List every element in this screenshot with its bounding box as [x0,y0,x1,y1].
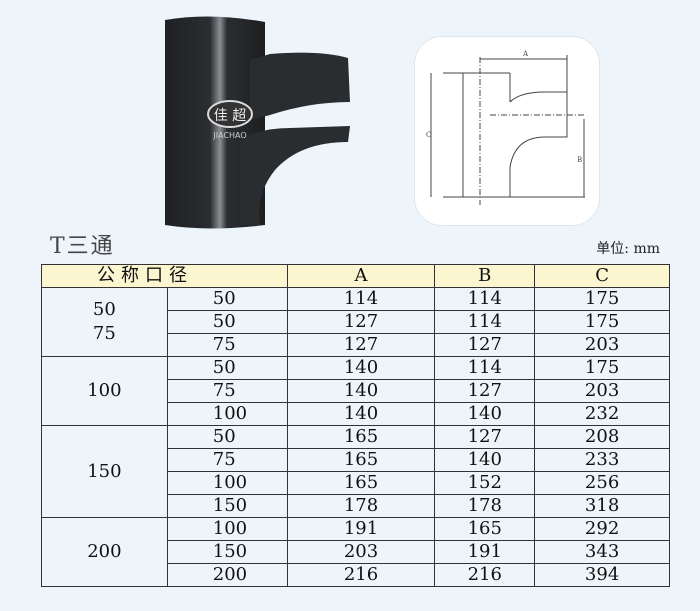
dim-b-cell: 127 [434,379,536,403]
dim-label-c: C [426,131,431,139]
table-row: 100 50 140 114 175 [41,356,670,426]
dim-c-cell: 233 [534,448,670,472]
dim-a-cell: 165 [286,425,436,449]
dim-b-cell: 127 [434,425,536,449]
dim-label-a: A [522,50,529,58]
dim-b-cell: 140 [434,402,536,426]
dim-a-cell: 127 [286,310,436,334]
dim-b-cell: 152 [434,471,536,495]
dim-c-cell: 256 [534,471,670,495]
branch-size-cell: 150 [166,540,288,564]
dim-a-cell: 140 [286,356,436,380]
branch-size-cell: 75 [166,448,288,472]
header-c: C [534,264,670,288]
logo-text: 佳 超 [214,108,246,124]
dim-a-cell: 191 [286,517,436,541]
dim-a-cell: 203 [286,540,436,564]
header-b: B [434,264,536,288]
header-a: A [286,264,436,288]
dim-label-b: B [577,156,582,164]
table-row: 75 140 127 203 [42,379,670,403]
dim-b-cell: 216 [434,563,536,587]
dimension-table: 公称口径 A B C 50 75 50 114 114 175 50 127 114 175 75 1… [41,264,670,587]
dimension-diagram: A C B [414,36,600,226]
dim-b-cell: 114 [434,356,536,380]
branch-size-cell: 75 [166,379,288,403]
page-title: T三通 [50,234,115,259]
dim-a-cell: 165 [286,448,436,472]
dim-b-cell: 114 [434,287,536,311]
dim-a-cell: 127 [286,333,436,357]
dim-b-cell: 165 [434,517,536,541]
dim-c-cell: 203 [534,379,670,403]
table-row: 200 100 191 165 292 [41,517,670,587]
dim-b-cell: 191 [434,540,536,564]
dim-b-cell: 140 [434,448,536,472]
table-row: 100 165 152 256 [42,471,670,495]
unit-label: 单位: mm [596,241,660,257]
dim-b-cell: 178 [434,494,536,518]
dim-c-cell: 292 [534,517,670,541]
dim-a-cell: 165 [286,471,436,495]
dim-c-cell: 343 [534,540,670,564]
nominal-size: 150 [87,460,122,482]
dim-c-cell: 394 [534,563,670,587]
dim-a-cell: 114 [286,287,436,311]
table-row: 75 165 140 233 [42,448,670,472]
table-row: 150 178 178 318 [42,494,670,518]
table-row: 50 75 50 114 114 175 [41,287,670,357]
table-row: 200 216 216 394 [42,563,670,587]
branch-size-cell: 100 [166,471,288,495]
branch-size-cell: 100 [166,402,288,426]
branch-size-cell: 75 [166,333,288,357]
branch-size-cell: 50 [166,356,288,380]
table-header-row: 公称口径 A B C [41,264,670,288]
dim-c-cell: 232 [534,402,670,426]
branch-size-cell: 100 [166,517,288,541]
header-nominal-size: 公称口径 [41,264,288,288]
branch-size-cell: 150 [166,494,288,518]
dim-a-cell: 216 [286,563,436,587]
branch-size-cell: 50 [166,310,288,334]
nominal-size-cell: 50 75 [41,287,168,357]
svg-text:JIACHAO: JIACHAO [212,131,246,140]
nominal-size-cell: 150 [41,425,168,518]
tee-fitting-photo: 佳 超 JIACHAO [165,16,350,229]
dim-c-cell: 203 [534,333,670,357]
dim-c-cell: 318 [534,494,670,518]
nominal-size-cell: 200 [41,517,168,587]
table-row: 150 203 191 343 [42,540,670,564]
nominal-size: 100 [87,380,122,401]
table-row: 150 50 165 127 208 [41,425,670,518]
branch-size-cell: 200 [166,563,288,587]
dim-c-cell: 208 [534,425,670,449]
nominal-size: 200 [87,541,122,562]
dim-c-cell: 175 [534,356,670,380]
dim-c-cell: 175 [534,310,670,334]
nominal-size: 50 [92,299,116,320]
dim-c-cell: 175 [534,287,670,311]
dim-b-cell: 114 [434,310,536,334]
dim-a-cell: 140 [286,379,436,403]
nominal-size-cell: 100 [41,356,168,426]
branch-size-cell: 50 [166,287,288,311]
dim-a-cell: 140 [286,402,436,426]
dim-a-cell: 178 [286,494,436,518]
branch-size-cell: 50 [166,425,288,449]
nominal-size: 75 [92,323,116,344]
dim-b-cell: 127 [434,333,536,357]
